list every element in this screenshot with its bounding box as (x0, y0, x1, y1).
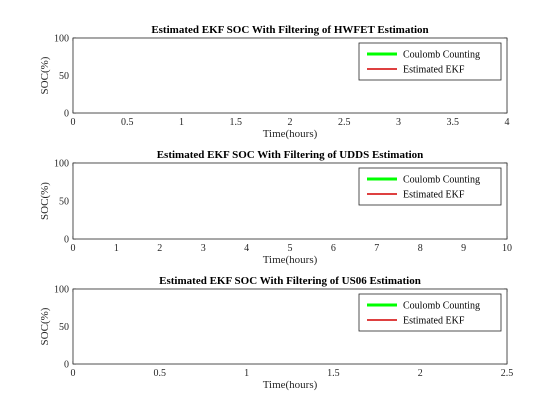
x-tick-label: 6 (331, 243, 336, 254)
x-tick-label: 2 (418, 368, 423, 379)
legend-entry: Coulomb Counting (403, 50, 480, 61)
x-tick-label: 5 (288, 243, 293, 254)
legend-entry: Estimated EKF (403, 190, 465, 201)
subplot-3: 0 0.5 1 1.5 2 2.5 0 50 100 Estimated EKF SOC With… (39, 275, 513, 391)
subplot-title: Estimated EKF SOC With Filtering of US06… (159, 275, 421, 287)
y-axis-label: SOC(%) (39, 182, 51, 220)
x-tick-label: 2.5 (338, 117, 351, 128)
x-tick-label: 3.5 (447, 117, 460, 128)
x-tick-label: 2 (157, 243, 162, 254)
y-tick-label: 50 (59, 322, 69, 333)
y-tick-label: 50 (59, 197, 69, 208)
y-tick-label: 100 (54, 285, 69, 296)
legend: Coulomb Counting Estimated EKF (358, 293, 502, 332)
x-tick-label: 0.5 (154, 368, 167, 379)
x-tick-label: 9 (461, 243, 466, 254)
y-axis-label: SOC(%) (39, 307, 51, 345)
y-tick-label: 0 (64, 235, 69, 246)
x-tick-label: 1.5 (230, 117, 243, 128)
x-tick-label: 0 (71, 243, 76, 254)
y-tick-label: 0 (64, 109, 69, 120)
x-tick-label: 1 (179, 117, 184, 128)
x-tick-label: 0.5 (121, 117, 134, 128)
legend-entry: Coulomb Counting (403, 301, 480, 312)
legend-entry: Coulomb Counting (403, 175, 480, 186)
x-tick-label: 4 (505, 117, 510, 128)
legend-box (358, 167, 502, 206)
x-axis-label: Time(hours) (263, 128, 318, 140)
x-axis-label: Time(hours) (263, 254, 318, 266)
x-axis-label: Time(hours) (263, 379, 318, 391)
y-tick-label: 100 (54, 34, 69, 45)
legend: Coulomb Counting Estimated EKF (358, 42, 502, 81)
y-tick-label: 50 (59, 71, 69, 82)
subplot-title: Estimated EKF SOC With Filtering of HWFE… (151, 24, 428, 36)
legend-box (358, 42, 502, 81)
x-tick-label: 0 (71, 368, 76, 379)
legend-entry: Estimated EKF (403, 316, 465, 327)
x-tick-label: 4 (244, 243, 249, 254)
legend-box (358, 293, 502, 332)
x-tick-label: 2 (288, 117, 293, 128)
x-tick-label: 2.5 (501, 368, 514, 379)
x-tick-label: 3 (201, 243, 206, 254)
y-axis-label: SOC(%) (39, 56, 51, 94)
legend-entry: Estimated EKF (403, 65, 465, 76)
x-tick-label: 1 (244, 368, 249, 379)
subplot-1: 0 0.5 1 1.5 2 2.5 3 3.5 4 0 50 100 Estimated EKF SOC… (39, 24, 510, 140)
subplot-title: Estimated EKF SOC With Filtering of UDDS… (157, 149, 424, 161)
x-tick-label: 0 (71, 117, 76, 128)
x-tick-label: 7 (374, 243, 379, 254)
y-tick-label: 100 (54, 159, 69, 170)
y-tick-label: 0 (64, 360, 69, 371)
x-tick-label: 8 (418, 243, 423, 254)
x-tick-label: 3 (396, 117, 401, 128)
x-tick-label: 1.5 (327, 368, 340, 379)
legend: Coulomb Counting Estimated EKF (358, 167, 502, 206)
x-tick-label: 1 (114, 243, 119, 254)
x-tick-label: 10 (502, 243, 512, 254)
